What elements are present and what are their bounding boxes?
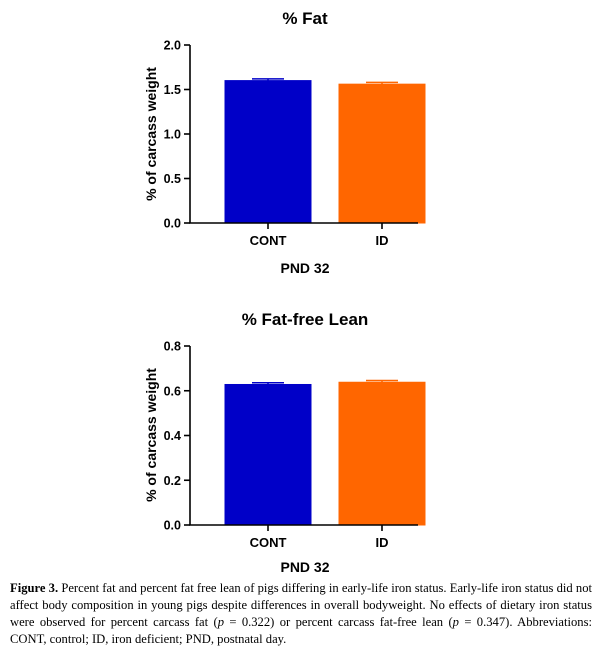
caption-p-symbol-1: p <box>217 615 224 629</box>
category-label-cont: CONT <box>250 535 287 550</box>
figure-caption: Figure 3. Percent fat and percent fat fr… <box>10 580 592 648</box>
y-tick-label: 0.0 <box>164 519 181 533</box>
caption-label: Figure 3. <box>10 581 59 595</box>
chart-title: % Fat-free Lean <box>242 310 369 329</box>
category-label-id: ID <box>376 233 389 248</box>
caption-text-3: = 0.347). Abbreviations: CONT, control; … <box>10 615 592 646</box>
y-tick-label: 1.0 <box>164 128 181 142</box>
y-tick-label: 0.8 <box>164 340 181 354</box>
y-tick-label: 0.6 <box>164 384 181 398</box>
figure-charts: % Fat % of carcass weight CONT ID 0.0 0.5 1.0 1… <box>143 9 426 575</box>
y-tick-label: 0.4 <box>164 429 181 443</box>
x-axis-label: PND 32 <box>280 260 329 276</box>
y-tick-label: 0.2 <box>164 474 181 488</box>
caption-text-1: Percent fat and percent fat free lean of… <box>10 581 592 629</box>
caption-p-symbol-2: p <box>452 615 459 629</box>
y-tick-label: 0.0 <box>164 217 181 231</box>
bar-cont <box>224 80 312 224</box>
y-axis-label: % of carcass weight <box>143 368 159 502</box>
y-tick-label: 0.5 <box>164 172 181 186</box>
chart-fat: % Fat % of carcass weight CONT ID 0.0 0.5 1.0 1… <box>143 9 426 276</box>
chart-fat-free-lean: % Fat-free Lean % of carcass weight CONT ID… <box>143 310 426 575</box>
y-tick-label: 1.5 <box>164 83 181 97</box>
category-label-id: ID <box>376 535 389 550</box>
chart-title: % Fat <box>282 9 328 28</box>
y-tick-label: 2.0 <box>164 39 181 53</box>
category-label-cont: CONT <box>250 233 287 248</box>
bar-id <box>338 381 426 526</box>
caption-text-2: = 0.322) or percent carcass fat-free lea… <box>223 615 453 629</box>
bar-id <box>338 83 426 224</box>
x-axis-label: PND 32 <box>280 559 329 575</box>
y-axis-label: % of carcass weight <box>143 67 159 201</box>
bar-cont <box>224 383 312 526</box>
